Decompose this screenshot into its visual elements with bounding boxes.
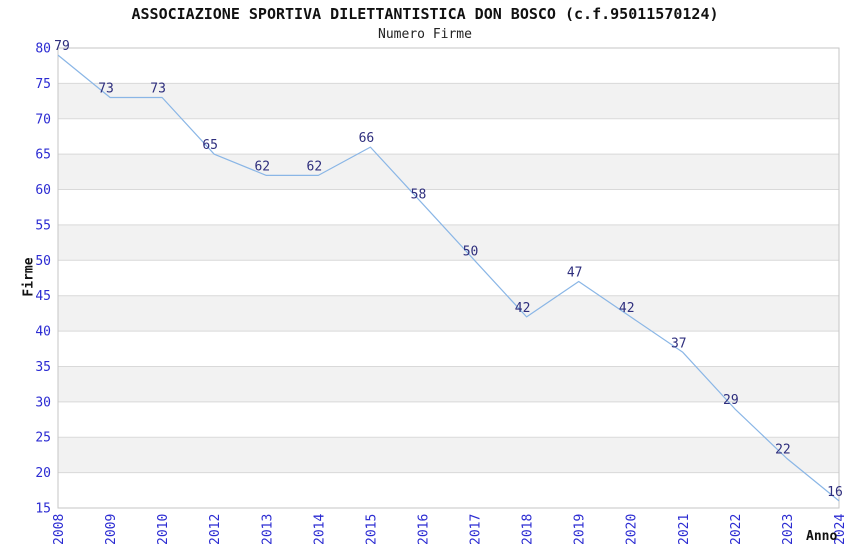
data-label: 62 <box>307 159 323 174</box>
x-tick-label: 2021 <box>677 514 692 545</box>
y-tick-label: 40 <box>35 325 51 340</box>
y-tick-label: 35 <box>35 360 51 375</box>
data-label: 73 <box>98 82 114 97</box>
plot-band <box>58 437 839 473</box>
x-tick-label: 2016 <box>416 514 431 545</box>
x-tick-label: 2019 <box>573 514 588 545</box>
data-label: 73 <box>150 82 166 97</box>
y-tick-label: 65 <box>35 148 51 163</box>
x-tick-label: 2024 <box>833 514 848 545</box>
y-tick-label: 15 <box>35 502 51 517</box>
data-label: 65 <box>202 138 218 153</box>
x-tick-label: 2008 <box>52 514 67 545</box>
y-tick-label: 25 <box>35 431 51 446</box>
x-tick-label: 2010 <box>156 514 171 545</box>
data-label: 37 <box>671 336 687 351</box>
y-tick-label: 75 <box>35 77 51 92</box>
data-label: 22 <box>775 442 791 457</box>
data-label: 66 <box>359 131 375 146</box>
plot-band <box>58 295 839 332</box>
y-tick-label: 55 <box>35 218 51 233</box>
plot-band <box>58 366 839 402</box>
plot-border <box>57 47 840 509</box>
data-label: 58 <box>411 188 427 203</box>
data-label: 50 <box>463 244 479 259</box>
data-label: 79 <box>54 39 70 54</box>
x-tick-label: 2023 <box>781 514 796 545</box>
x-tick-label: 2012 <box>208 514 223 545</box>
y-axis-title: Firme <box>21 257 37 297</box>
data-label: 62 <box>254 159 270 174</box>
x-tick-label: 2015 <box>364 514 379 545</box>
data-label: 16 <box>827 485 843 500</box>
data-line <box>57 54 840 502</box>
y-tick-label: 80 <box>35 42 51 57</box>
chart-title: ASSOCIAZIONE SPORTIVA DILETTANTISTICA DO… <box>131 5 719 23</box>
y-tick-label: 50 <box>35 254 51 269</box>
chart-subtitle: Numero Firme <box>378 27 472 42</box>
y-tick-label: 45 <box>35 289 51 304</box>
x-tick-label: 2017 <box>469 514 484 545</box>
y-tick-label: 60 <box>35 183 51 198</box>
y-tick-label: 20 <box>35 466 51 481</box>
y-tick-label: 70 <box>35 112 51 127</box>
plot-band <box>58 224 839 261</box>
data-label: 29 <box>723 393 739 408</box>
data-label: 42 <box>515 301 531 316</box>
x-tick-label: 2020 <box>625 514 640 545</box>
data-label: 47 <box>567 266 583 281</box>
x-tick-label: 2018 <box>521 514 536 545</box>
y-tick-label: 30 <box>35 395 51 410</box>
plot-band <box>58 154 839 190</box>
data-label: 42 <box>619 301 635 316</box>
x-tick-label: 2013 <box>260 514 275 545</box>
x-tick-label: 2014 <box>312 514 327 545</box>
plot-band <box>58 83 839 119</box>
x-axis-title: Anno <box>806 529 838 544</box>
x-tick-label: 2009 <box>104 514 119 545</box>
x-tick-label: 2022 <box>729 514 744 545</box>
